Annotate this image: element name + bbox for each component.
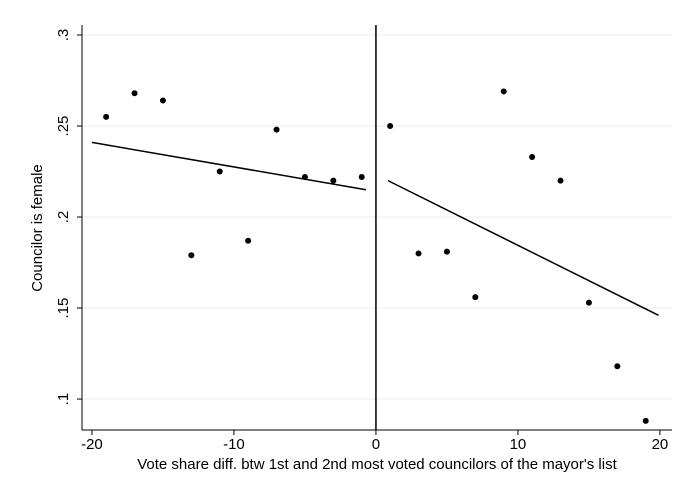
- fit-line: [387, 179, 659, 316]
- x-tick-label: 0: [372, 436, 380, 453]
- point: [103, 113, 110, 120]
- x-axis-title: Vote share diff. btw 1st and 2nd most vo…: [137, 456, 617, 473]
- x-tick-label: 20: [652, 436, 669, 453]
- y-tick-label: .15: [55, 298, 72, 319]
- point: [557, 177, 564, 184]
- point: [159, 97, 166, 104]
- fit-line: [91, 141, 367, 191]
- point: [585, 299, 592, 306]
- point: [358, 173, 365, 180]
- point: [245, 237, 252, 244]
- x-tick-label: -20: [81, 436, 103, 453]
- point: [443, 248, 450, 255]
- y-tick-label: .1: [55, 393, 72, 406]
- point: [500, 88, 507, 95]
- point: [529, 153, 536, 160]
- y-tick-label: .25: [55, 116, 72, 137]
- point: [387, 123, 394, 130]
- y-axis-title: Councilor is female: [29, 164, 46, 292]
- y-tick-label: .3: [55, 29, 72, 42]
- point: [330, 177, 337, 184]
- point: [472, 294, 479, 301]
- point: [216, 168, 223, 175]
- x-tick-label: 10: [510, 436, 527, 453]
- point: [642, 417, 649, 424]
- point: [415, 250, 422, 257]
- x-tick-label: -10: [223, 436, 245, 453]
- y-tick-label: .2: [55, 211, 72, 224]
- point: [273, 126, 280, 133]
- point: [188, 252, 195, 259]
- point: [131, 90, 138, 97]
- point: [301, 173, 308, 180]
- point: [614, 363, 621, 370]
